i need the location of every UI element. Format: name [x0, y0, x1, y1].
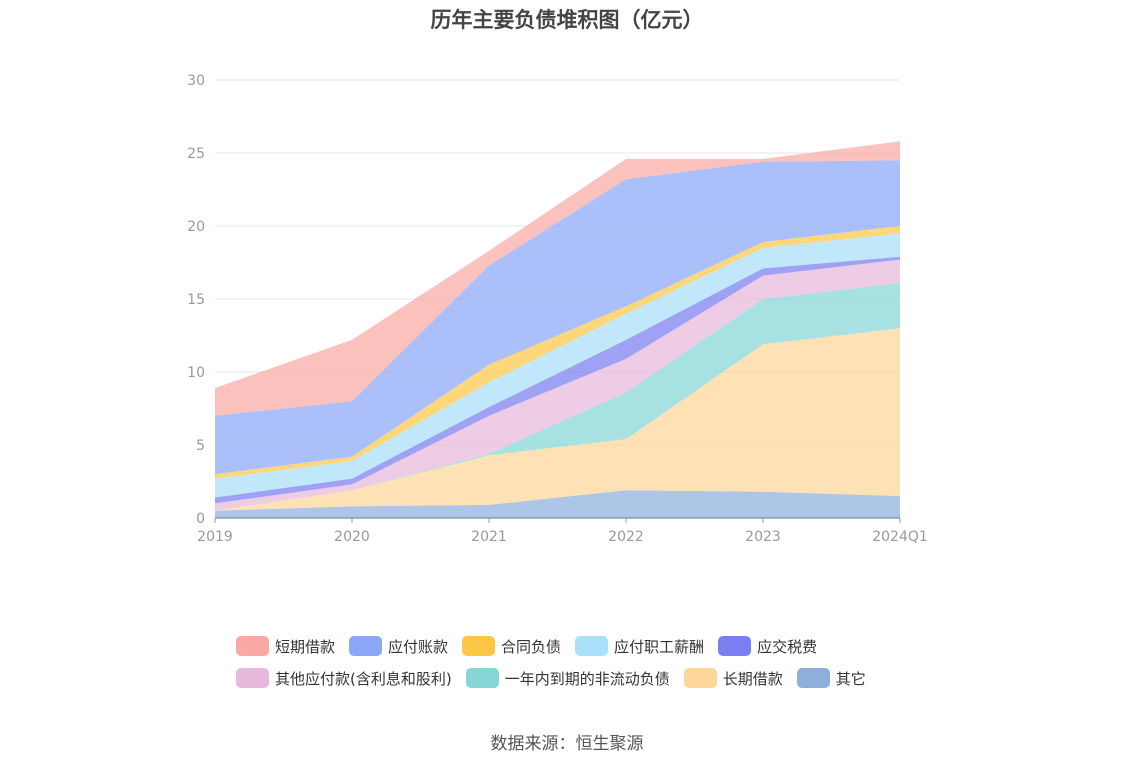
area-series-短期借款 — [215, 141, 900, 416]
legend-label: 长期借款 — [722, 669, 783, 688]
legend-item[interactable]: 应交税费 — [718, 636, 817, 657]
area-series-应付账款 — [215, 160, 900, 475]
legend-label: 应付职工薪酬 — [614, 637, 705, 656]
y-tick-label: 25 — [187, 146, 205, 162]
x-tick-label: 2022 — [608, 529, 644, 545]
legend-swatch — [796, 668, 830, 688]
legend-item[interactable]: 一年内到期的非流动负债 — [465, 668, 670, 689]
x-tick-label: 2024Q1 — [872, 529, 928, 545]
legend-item[interactable]: 长期借款 — [683, 668, 783, 689]
y-tick-label: 5 — [196, 438, 205, 454]
x-tick-label: 2020 — [334, 529, 370, 545]
legend-item[interactable]: 其它 — [796, 668, 866, 689]
legend-label: 其他应付款(含利息和股利) — [275, 669, 452, 688]
area-series-长期借款 — [215, 328, 900, 511]
area-series — [215, 141, 900, 518]
y-tick-label: 10 — [187, 365, 205, 381]
y-tick-label: 15 — [187, 292, 205, 308]
legend-swatch — [349, 636, 383, 656]
legend-label: 其它 — [835, 669, 866, 688]
y-tick-label: 20 — [187, 219, 205, 235]
x-tick-label: 2019 — [197, 529, 233, 545]
legend-item[interactable]: 合同负债 — [462, 636, 561, 657]
y-tick-label: 30 — [187, 73, 205, 89]
chart-title: 历年主要负债堆积图（亿元） — [430, 8, 704, 32]
x-tick-label: 2021 — [471, 529, 507, 545]
axes: 0 5 10 15 20 25 30 2019 2020 2021 2022 2023 2024Q1 — [187, 73, 928, 545]
legend: 短期借款 应付账款 合同负债 应付职工薪酬 应交税费 其他应付款(含利息和股利) 一年内到… — [236, 630, 936, 694]
legend-swatch — [236, 668, 269, 688]
legend-swatch — [465, 668, 499, 688]
area-series-其它 — [215, 490, 900, 518]
legend-swatch — [462, 636, 496, 656]
legend-row: 短期借款 应付账款 合同负债 应付职工薪酬 应交税费 — [236, 630, 936, 662]
area-series-应交税费 — [215, 256, 900, 504]
legend-item[interactable]: 其他应付款(含利息和股利) — [236, 668, 452, 689]
legend-swatch — [683, 668, 717, 688]
legend-item[interactable]: 短期借款 — [236, 636, 335, 657]
legend-swatch — [575, 636, 609, 656]
legend-item[interactable]: 应付职工薪酬 — [575, 636, 704, 657]
legend-row: 其他应付款(含利息和股利) 一年内到期的非流动负债 长期借款 其它 — [236, 662, 936, 694]
legend-label: 合同负债 — [501, 637, 562, 656]
legend-label: 短期借款 — [275, 637, 336, 656]
x-tick-label: 2023 — [745, 529, 781, 545]
legend-swatch — [236, 636, 269, 656]
legend-swatch — [718, 636, 752, 656]
legend-label: 一年内到期的非流动负债 — [504, 669, 670, 688]
source-note: 数据来源：恒生聚源 — [490, 734, 644, 754]
stacked-area-chart: 0 5 10 15 20 25 30 2019 2020 2021 2022 2023 2024Q1 — [187, 73, 928, 545]
y-tick-label: 0 — [196, 511, 205, 527]
area-series-其他应付款(含利息和股利) — [215, 259, 900, 511]
legend-label: 应付账款 — [388, 637, 449, 656]
legend-item[interactable]: 应付账款 — [349, 636, 448, 657]
area-series-应付职工薪酬 — [215, 233, 900, 498]
area-series-一年内到期的非流动负债 — [215, 282, 900, 511]
legend-label: 应交税费 — [757, 637, 818, 656]
